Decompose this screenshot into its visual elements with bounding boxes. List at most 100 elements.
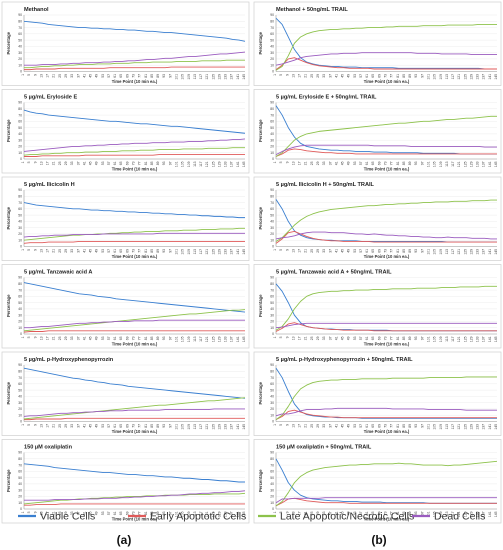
x-tick-label: 125 bbox=[463, 511, 467, 517]
y-tick-label: 60 bbox=[18, 470, 22, 474]
x-tick-label: 141 bbox=[488, 249, 492, 255]
series-line-viable-cells bbox=[23, 202, 245, 219]
panel-title: Methanol + 50ng/mL TRAIL bbox=[276, 7, 348, 13]
x-tick-label: 109 bbox=[439, 424, 443, 430]
panel-methanol: Methanol 0 10 20 30 40 50 60 70 80 90 1 5 9 13 17 21 25 29… bbox=[1, 1, 250, 86]
y-tick-label: 70 bbox=[270, 288, 274, 292]
x-tick-label: 49 bbox=[95, 161, 99, 165]
y-tick-label: 30 bbox=[18, 138, 22, 142]
y-tick-label: 20 bbox=[18, 320, 22, 324]
x-tick-label: 125 bbox=[211, 424, 215, 430]
x-tick-label: 129 bbox=[469, 249, 473, 255]
y-tick-label: 70 bbox=[18, 463, 22, 467]
x-tick-label: 113 bbox=[445, 511, 449, 517]
legend-item-dead-cells: Dead Cells bbox=[412, 511, 485, 523]
y-tick-label: 10 bbox=[18, 326, 22, 330]
x-tick-label: 25 bbox=[58, 424, 62, 428]
x-tick-label: 137 bbox=[230, 424, 234, 430]
x-tick-label: 125 bbox=[211, 336, 215, 342]
x-tick-label: 85 bbox=[402, 424, 406, 428]
x-tick-label: 37 bbox=[76, 424, 80, 428]
x-tick-label: 77 bbox=[138, 511, 142, 515]
x-tick-label: 93 bbox=[162, 511, 166, 515]
x-tick-label: 13 bbox=[291, 74, 295, 78]
x-tick-label: 17 bbox=[298, 424, 302, 428]
x-tick-label: 13 bbox=[291, 511, 295, 515]
x-tick-label: 1 bbox=[273, 74, 277, 76]
x-tick-label: 33 bbox=[322, 511, 326, 515]
x-tick-label: 85 bbox=[150, 161, 154, 165]
x-tick-label: 25 bbox=[310, 336, 314, 340]
x-tick-label: 41 bbox=[82, 161, 86, 165]
x-tick-label: 25 bbox=[310, 161, 314, 165]
y-tick-label: 0 bbox=[272, 420, 274, 424]
x-tick-label: 29 bbox=[64, 336, 68, 340]
x-tick-label: 5 bbox=[279, 74, 283, 76]
x-tick-label: 33 bbox=[70, 336, 74, 340]
y-tick-label: 40 bbox=[270, 307, 274, 311]
series-line-late-apoptotic-necrotic-cells bbox=[275, 460, 498, 507]
y-tick-label: 30 bbox=[270, 138, 274, 142]
x-tick-label: 5 bbox=[279, 336, 283, 338]
x-tick-label: 41 bbox=[82, 336, 86, 340]
x-tick-label: 53 bbox=[101, 511, 105, 515]
x-tick-label: 5 bbox=[279, 161, 283, 163]
x-tick-label: 5 bbox=[27, 336, 31, 338]
y-tick-label: 10 bbox=[270, 413, 274, 417]
x-tick-label: 21 bbox=[304, 161, 308, 165]
x-tick-label: 49 bbox=[95, 74, 99, 78]
x-tick-label: 105 bbox=[433, 424, 437, 430]
panel-title: 5 µg/mL Tanzawaic acid A bbox=[24, 270, 92, 276]
x-tick-label: 117 bbox=[451, 161, 455, 167]
x-tick-label: 85 bbox=[402, 161, 406, 165]
panel-methanol-50ng-ml-trail: Methanol + 50ng/mL TRAIL 0 10 20 30 40 50 60 70 8… bbox=[253, 1, 502, 86]
x-tick-label: 81 bbox=[396, 336, 400, 340]
x-tick-label: 61 bbox=[365, 336, 369, 340]
x-tick-label: 9 bbox=[33, 336, 37, 338]
y-axis-label: Percentage bbox=[6, 381, 11, 404]
x-tick-label: 133 bbox=[224, 161, 228, 167]
x-tick-label: 69 bbox=[377, 74, 381, 78]
x-tick-label: 93 bbox=[162, 249, 166, 253]
y-tick-label: 80 bbox=[270, 19, 274, 23]
x-tick-label: 13 bbox=[39, 161, 43, 165]
x-tick-label: 141 bbox=[236, 511, 240, 517]
x-tick-label: 17 bbox=[46, 336, 50, 340]
x-tick-label: 77 bbox=[390, 161, 394, 165]
x-tick-label: 77 bbox=[138, 424, 142, 428]
x-tick-label: 13 bbox=[39, 249, 43, 253]
x-tick-label: 37 bbox=[76, 511, 80, 515]
x-tick-label: 49 bbox=[347, 249, 351, 253]
x-tick-label: 113 bbox=[445, 336, 449, 342]
x-tick-label: 77 bbox=[138, 74, 142, 78]
x-tick-label: 101 bbox=[174, 161, 178, 167]
x-tick-label: 121 bbox=[457, 424, 461, 430]
x-tick-label: 97 bbox=[420, 74, 424, 78]
y-tick-label: 20 bbox=[18, 495, 22, 499]
panel-5-g-ml-ilicicolin-h: 5 µg/mL Ilicicolin H 0 10 20 30 40 50 60 70 80 90 1… bbox=[1, 176, 250, 261]
series-line-late-apoptotic-necrotic-cells bbox=[275, 115, 497, 157]
series-line-late-apoptotic-necrotic-cells bbox=[275, 23, 497, 71]
series-line-early-apoptotic-cells bbox=[24, 417, 245, 421]
x-tick-label: 121 bbox=[205, 249, 209, 255]
x-tick-label: 1 bbox=[21, 511, 25, 513]
panel-frame bbox=[1, 351, 250, 436]
x-tick-label: 53 bbox=[101, 249, 105, 253]
x-tick-label: 53 bbox=[353, 161, 357, 165]
x-tick-label: 61 bbox=[113, 336, 117, 340]
x-tick-label: 117 bbox=[199, 336, 203, 342]
x-tick-label: 93 bbox=[414, 511, 418, 515]
y-tick-label: 60 bbox=[270, 382, 274, 386]
x-tick-label: 89 bbox=[156, 74, 160, 78]
x-tick-label: 45 bbox=[89, 161, 93, 165]
y-tick-label: 0 bbox=[20, 420, 22, 424]
legend-item-early-apoptotic-cells: Early Apoptotic Cells bbox=[128, 511, 246, 523]
x-tick-label: 53 bbox=[101, 424, 105, 428]
x-tick-label: 5 bbox=[27, 511, 31, 513]
x-tick-label: 41 bbox=[334, 74, 338, 78]
x-tick-label: 117 bbox=[199, 161, 203, 167]
y-tick-label: 10 bbox=[270, 63, 274, 67]
x-tick-label: 109 bbox=[187, 424, 191, 430]
x-axis-label: Time Point (10 min ea.) bbox=[364, 342, 410, 347]
